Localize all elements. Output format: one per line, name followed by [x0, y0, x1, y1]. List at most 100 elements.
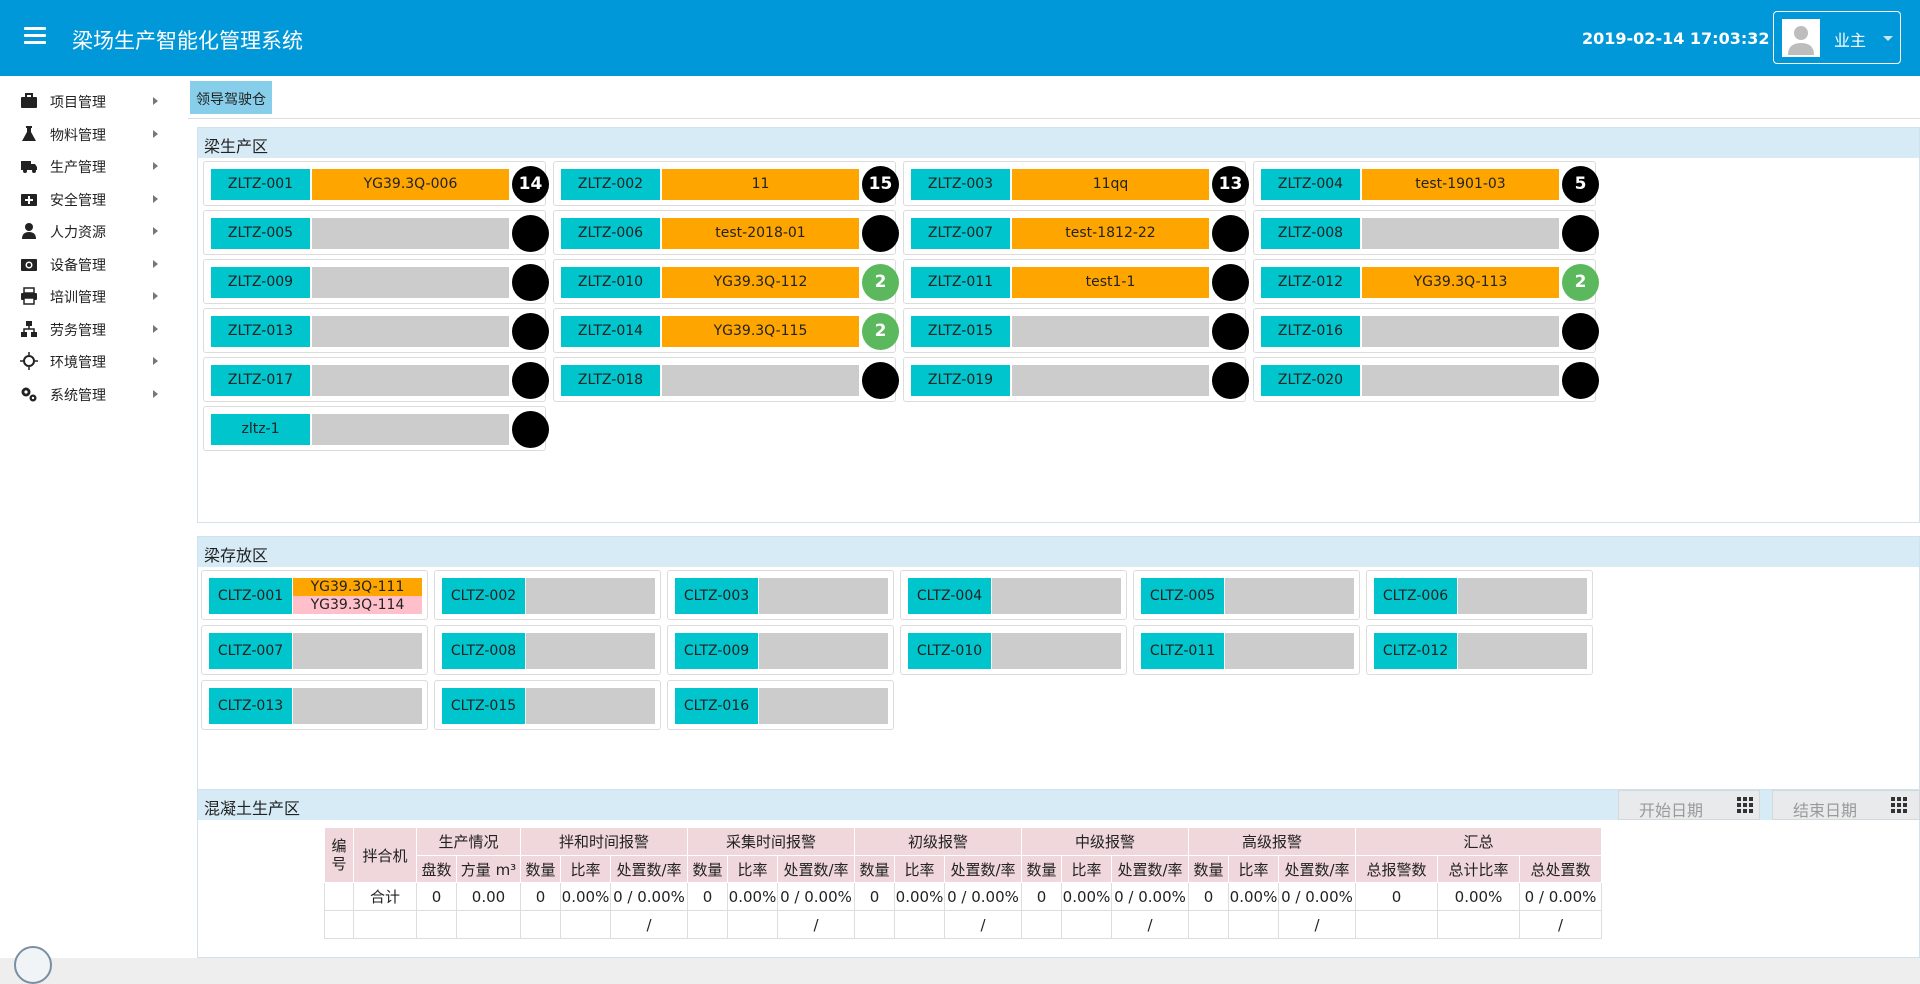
pedestal-code[interactable]: ZLTZ-005: [211, 218, 310, 249]
beam-status-bar[interactable]: [759, 578, 888, 614]
pedestal-code[interactable]: CLTZ-005: [1141, 578, 1224, 614]
pedestal-code[interactable]: ZLTZ-009: [211, 267, 310, 298]
sidebar-item-training[interactable]: 培训管理: [0, 280, 188, 312]
beam-status-bar[interactable]: YG39.3Q-115: [662, 316, 859, 347]
beam-status-bar[interactable]: 11: [662, 169, 859, 200]
pedestal-code[interactable]: ZLTZ-019: [911, 365, 1010, 396]
pedestal-code[interactable]: CLTZ-001: [209, 578, 292, 614]
sidebar-item-system[interactable]: 系统管理: [0, 378, 188, 410]
sidebar-item-project[interactable]: 项目管理: [0, 85, 188, 117]
sidebar-item-material[interactable]: 物料管理: [0, 118, 188, 150]
pedestal-code[interactable]: ZLTZ-018: [561, 365, 660, 396]
pedestal-code[interactable]: CLTZ-004: [908, 578, 991, 614]
beam-status-bar[interactable]: [312, 414, 509, 445]
count-badge: [512, 362, 549, 399]
sidebar-item-label: 项目管理: [50, 95, 106, 111]
beam-status-bar[interactable]: YG39.3Q-113: [1362, 267, 1559, 298]
pedestal-code[interactable]: CLTZ-012: [1374, 633, 1457, 669]
beam-status-bar[interactable]: [1225, 633, 1354, 669]
beam-status-bar[interactable]: [1458, 578, 1587, 614]
pedestal-code[interactable]: ZLTZ-004: [1261, 169, 1360, 200]
pedestal-code[interactable]: ZLTZ-014: [561, 316, 660, 347]
beam-status-bar[interactable]: [312, 316, 509, 347]
stored-beam[interactable]: YG39.3Q-114: [293, 596, 422, 614]
beam-status-bar[interactable]: [1012, 365, 1209, 396]
beam-status-bar[interactable]: [293, 633, 422, 669]
pedestal-code[interactable]: CLTZ-006: [1374, 578, 1457, 614]
pedestal-code[interactable]: CLTZ-015: [442, 688, 525, 724]
beam-status-bar[interactable]: [1225, 578, 1354, 614]
beam-status-bar[interactable]: [1362, 365, 1559, 396]
beam-status-bar[interactable]: [1362, 218, 1559, 249]
scroll-top-icon[interactable]: [14, 946, 52, 984]
pedestal-code[interactable]: CLTZ-016: [675, 688, 758, 724]
beam-status-bar[interactable]: [312, 365, 509, 396]
col-total-alarms: 总报警数: [1355, 855, 1438, 883]
stored-beam[interactable]: YG39.3Q-111: [293, 578, 422, 596]
pedestal-code[interactable]: ZLTZ-001: [211, 169, 310, 200]
beam-status-bar[interactable]: YG39.3Q-112: [662, 267, 859, 298]
pedestal-code[interactable]: ZLTZ-002: [561, 169, 660, 200]
beam-status-bar[interactable]: [526, 633, 655, 669]
hamburger-menu-icon[interactable]: [24, 27, 46, 45]
user-menu[interactable]: 业主: [1773, 11, 1901, 64]
beam-status-bar[interactable]: [526, 578, 655, 614]
col-summary: 汇总: [1355, 827, 1602, 856]
pedestal-code[interactable]: zltz-1: [211, 414, 310, 445]
beam-status-bar[interactable]: 11qq: [1012, 169, 1209, 200]
beam-status-bar[interactable]: [759, 633, 888, 669]
pedestal-code[interactable]: ZLTZ-008: [1261, 218, 1360, 249]
beam-status-bar[interactable]: [526, 688, 655, 724]
beam-status-bar[interactable]: [992, 578, 1121, 614]
beam-status-bar[interactable]: [312, 218, 509, 249]
table-cell: [520, 910, 561, 939]
pedestal-code[interactable]: ZLTZ-003: [911, 169, 1010, 200]
sidebar-item-equipment[interactable]: 设备管理: [0, 248, 188, 280]
pedestal-code[interactable]: CLTZ-013: [209, 688, 292, 724]
pedestal-code[interactable]: CLTZ-007: [209, 633, 292, 669]
pedestal-code[interactable]: CLTZ-008: [442, 633, 525, 669]
sidebar-item-label: 物料管理: [50, 128, 106, 144]
pedestal-code[interactable]: CLTZ-010: [908, 633, 991, 669]
pedestal-code[interactable]: ZLTZ-020: [1261, 365, 1360, 396]
pedestal-code[interactable]: ZLTZ-010: [561, 267, 660, 298]
col-count: 数量: [520, 855, 561, 883]
beam-status-bar[interactable]: [312, 267, 509, 298]
sidebar-item-label: 设备管理: [50, 258, 106, 274]
pedestal-code[interactable]: ZLTZ-006: [561, 218, 660, 249]
beam-status-bar[interactable]: [1458, 633, 1587, 669]
chevron-right-icon: [153, 357, 158, 365]
pedestal-code[interactable]: ZLTZ-017: [211, 365, 310, 396]
pedestal-code[interactable]: ZLTZ-007: [911, 218, 1010, 249]
pedestal-code[interactable]: ZLTZ-016: [1261, 316, 1360, 347]
beam-status-bar[interactable]: [1012, 316, 1209, 347]
beam-status-bar[interactable]: test1-1: [1012, 267, 1209, 298]
table-cell: /: [944, 910, 1022, 939]
pedestal-code[interactable]: CLTZ-009: [675, 633, 758, 669]
beam-status-bar[interactable]: YG39.3Q-006: [312, 169, 509, 200]
pedestal-code[interactable]: CLTZ-003: [675, 578, 758, 614]
sidebar-item-production[interactable]: 生产管理: [0, 150, 188, 182]
sidebar-item-labor[interactable]: 劳务管理: [0, 313, 188, 345]
pedestal-code[interactable]: ZLTZ-015: [911, 316, 1010, 347]
sidebar-item-safety[interactable]: 安全管理: [0, 183, 188, 215]
pedestal-code[interactable]: ZLTZ-011: [911, 267, 1010, 298]
pedestal-code[interactable]: ZLTZ-012: [1261, 267, 1360, 298]
pedestal-code[interactable]: ZLTZ-013: [211, 316, 310, 347]
beam-status-bar[interactable]: [293, 688, 422, 724]
pedestal-code[interactable]: CLTZ-011: [1141, 633, 1224, 669]
beam-status-bar[interactable]: [662, 365, 859, 396]
pedestal-code[interactable]: CLTZ-002: [442, 578, 525, 614]
beam-status-bar[interactable]: [759, 688, 888, 724]
tab-leader-cockpit[interactable]: 领导驾驶仓: [190, 81, 272, 114]
beam-status-bar[interactable]: test-1812-22: [1012, 218, 1209, 249]
sidebar-item-hr[interactable]: 人力资源: [0, 215, 188, 247]
beam-status-bar[interactable]: [1362, 316, 1559, 347]
start-date-button[interactable]: [1732, 792, 1758, 818]
beam-status-bar[interactable]: test-2018-01: [662, 218, 859, 249]
end-date-button[interactable]: [1886, 792, 1912, 818]
sidebar-item-environment[interactable]: 环境管理: [0, 345, 188, 377]
beam-status-bar[interactable]: [992, 633, 1121, 669]
beam-status-bar[interactable]: test-1901-03: [1362, 169, 1559, 200]
tab-divider: [188, 118, 1920, 119]
